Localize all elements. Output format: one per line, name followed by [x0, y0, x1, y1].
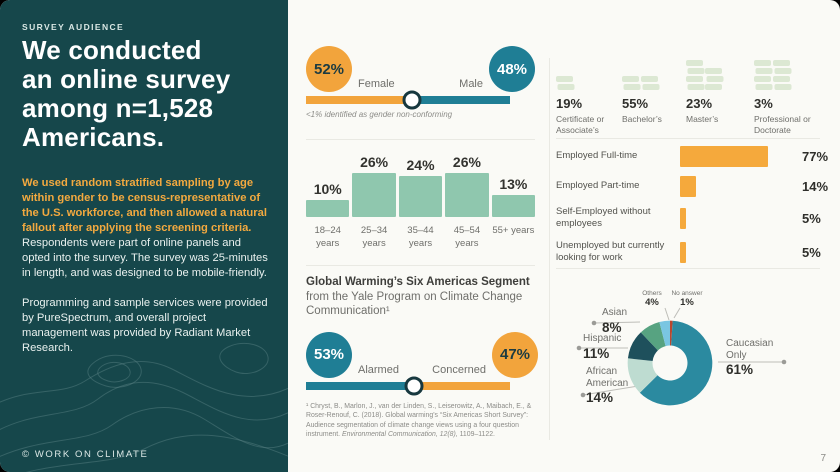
- concerned-label: Concerned: [432, 363, 486, 376]
- age-bars: 10% 18–24 years 26% 25–34 years 24% 35–44 yea…: [306, 154, 536, 250]
- citation-footnote: ¹ Chryst, B., Marlon, J., van der Linden…: [306, 402, 534, 440]
- age-bar-45–54: 26% 45–54 years: [445, 154, 489, 250]
- gender-split-knob: [402, 90, 422, 110]
- concerned-pct: 47%: [499, 346, 531, 364]
- page-number: 7: [820, 453, 826, 464]
- male-pct: 48%: [496, 60, 528, 78]
- donut-label-african-american: African American 14%: [586, 366, 629, 405]
- age-bar-18–24: 10% 18–24 years: [306, 181, 350, 250]
- book-stack-icon: [641, 75, 660, 90]
- donut-segment-hispanic: [627, 332, 658, 362]
- six-americas-subtitle: from the Yale Program on Climate Change …: [306, 290, 523, 317]
- sidebar-panel: SURVEY AUDIENCE We conducted an online s…: [0, 0, 288, 472]
- concerned-pct-circle: 47%: [492, 331, 538, 378]
- divider-mid-2: [306, 265, 535, 266]
- employment-chart: Employed Full-time 77% Employed Part-time 1…: [556, 146, 838, 264]
- divider-right-2: [556, 268, 820, 269]
- donut-segment-asian: [640, 322, 666, 351]
- divider-vertical: [549, 58, 550, 440]
- alarmed-segment: [306, 381, 415, 390]
- age-chart: 10% 18–24 years 26% 25–34 years 24% 35–44 yea…: [306, 154, 536, 250]
- concerned-segment: [414, 381, 510, 390]
- education-item: 3% Professional or Doctorate: [754, 50, 838, 136]
- employment-row: Employed Full-time 77%: [556, 146, 838, 167]
- age-bar-25–34: 26% 25–34 years: [352, 154, 396, 250]
- gender-nonconforming-note: <1% identified as gender non-conforming: [306, 110, 453, 119]
- divider-mid-1: [306, 139, 535, 140]
- education-item: 23% Master’s: [686, 50, 754, 136]
- employment-row: Employed Part-time 14%: [556, 176, 838, 197]
- donut-label-no-answer: No answer 1%: [671, 290, 703, 309]
- female-label: Female: [358, 78, 395, 90]
- contour-lines-decoration: [0, 342, 288, 472]
- donut: [627, 320, 713, 406]
- education-item: 55% Bachelor’s: [622, 50, 686, 136]
- donut-segment-others: [659, 320, 670, 347]
- donut-segment-no-answer: [670, 320, 673, 346]
- gender-circles: 52% Female Male 48%: [306, 46, 535, 92]
- book-stack-icon: [686, 59, 705, 90]
- footnote-text: ¹ Chryst, B., Marlon, J., van der Linden…: [306, 402, 532, 439]
- ethnicity-donut-chart: Caucasian Only 61% Asian 8% Hispanic 11%…: [556, 282, 840, 452]
- employment-row: Self-Employed without employees 5%: [556, 206, 821, 230]
- footnote-pages: 1109–1122.: [457, 431, 495, 439]
- six-americas-split-knob: [404, 376, 424, 396]
- methodology-paragraph: We used random stratified sampling by ag…: [22, 176, 272, 281]
- gender-male-segment: [412, 96, 510, 104]
- six-americas-title: Global Warming’s Six Americas Segment: [306, 276, 530, 288]
- page-title: We conducted an online survey among n=1,…: [22, 35, 231, 153]
- work-on-climate-logo: © WORK ON CLIMATE: [22, 449, 149, 460]
- book-stack-icon: [556, 75, 575, 90]
- methodology-highlight: We used random stratified sampling by ag…: [22, 177, 267, 234]
- donut-label-caucasian: Caucasian Only 61%: [726, 338, 774, 377]
- education-item: 19% Certificate or Associate’s: [556, 50, 622, 136]
- six-americas-split-bar: [306, 376, 510, 396]
- vendors-paragraph: Programming and sample services were pro…: [22, 297, 268, 354]
- age-bar-55+: 13% 55+ years: [491, 176, 536, 237]
- education-pictogram: 19% Certificate or Associate’s 55% Bachelor…: [556, 50, 838, 136]
- female-percborder-circle: 52%: [306, 46, 352, 92]
- alarmed-pct-circle: 53%: [306, 331, 352, 378]
- book-stack-icon: [754, 59, 773, 90]
- six-americas-chart: Global Warming’s Six Americas Segment fr…: [306, 276, 538, 440]
- alarmed-label: Alarmed: [358, 363, 399, 376]
- alarmed-pct: 53%: [313, 346, 345, 364]
- donut-connector-lines: [576, 307, 787, 398]
- book-stack-icon: [773, 59, 792, 90]
- donut-label-hispanic: Hispanic 11%: [583, 333, 622, 361]
- gender-female-segment: [306, 96, 413, 104]
- footnote-journal: Environmental Communication, 12(8),: [342, 431, 458, 439]
- male-label: Male: [459, 78, 483, 90]
- sidebar-body-text: We used random stratified sampling by ag…: [22, 176, 272, 356]
- eyebrow-label: SURVEY AUDIENCE: [22, 22, 125, 32]
- employment-row: Unemployed but currently looking for wor…: [556, 239, 821, 264]
- gender-chart: 52% Female Male 48% <1% identified as ge…: [306, 46, 535, 119]
- six-americas-circles: 53% Alarmed Concerned 47%: [306, 331, 538, 378]
- book-stack-icon: [705, 67, 724, 90]
- donut-label-others: Others 4%: [642, 290, 662, 309]
- divider-right-1: [556, 138, 820, 139]
- donut-segment-caucasian-only: [639, 320, 713, 406]
- female-pct: 52%: [313, 60, 345, 78]
- book-stack-icon: [622, 75, 641, 90]
- age-bar-35–44: 24% 35–44 years: [398, 157, 443, 250]
- methodology-rest: Respondents were part of online panels a…: [22, 237, 268, 279]
- donut-label-asian: Asian 8%: [602, 307, 628, 335]
- gender-split-bar: [306, 90, 510, 110]
- donut-segment-african-american: [627, 358, 658, 393]
- male-pct-circle: 48%: [489, 46, 535, 92]
